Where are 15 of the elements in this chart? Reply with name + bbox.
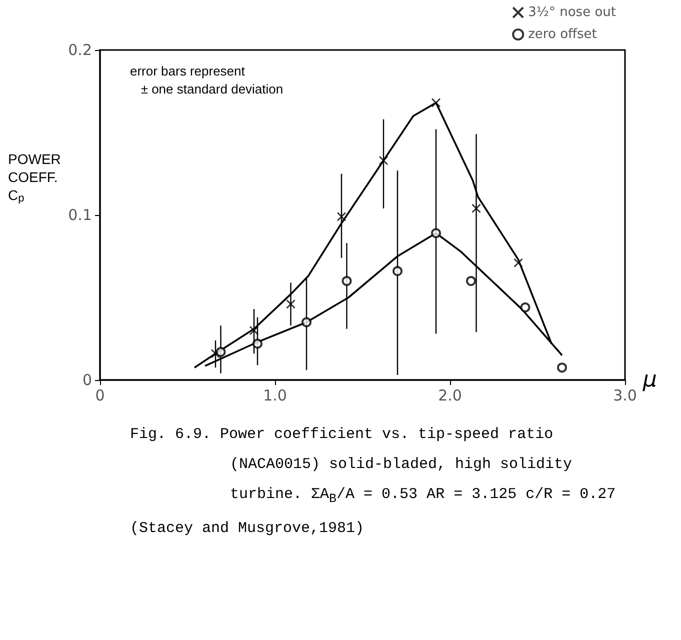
x-tick-label: 3.0: [613, 386, 637, 404]
caption: Fig. 6.9. Power coefficient vs. tip-speed ratio: [130, 425, 554, 445]
x-axis-title: μ: [642, 368, 657, 392]
annotation: error bars represent ± one standard deviation: [130, 64, 284, 96]
x-tick-label: 2.0: [438, 386, 462, 404]
text: (Stacey and Musgrove,1981): [130, 519, 366, 539]
y-tick-label: 0: [82, 371, 92, 389]
y-tick-label: 0.2: [68, 41, 92, 59]
legend-label: 3½° nose out: [528, 5, 616, 20]
y-tick-label: 0.1: [68, 206, 92, 224]
text: turbine. ΣA$_{B}$/A = 0.53 AR = 3.125 c/R = 0.27: [229, 485, 617, 508]
legend-label: zero offset: [528, 27, 597, 42]
text: (NACA0015) solid-bladed, high solidity: [229, 455, 574, 475]
x-tick-label: 0: [95, 386, 105, 404]
x-tick-label: 1.0: [263, 386, 287, 404]
